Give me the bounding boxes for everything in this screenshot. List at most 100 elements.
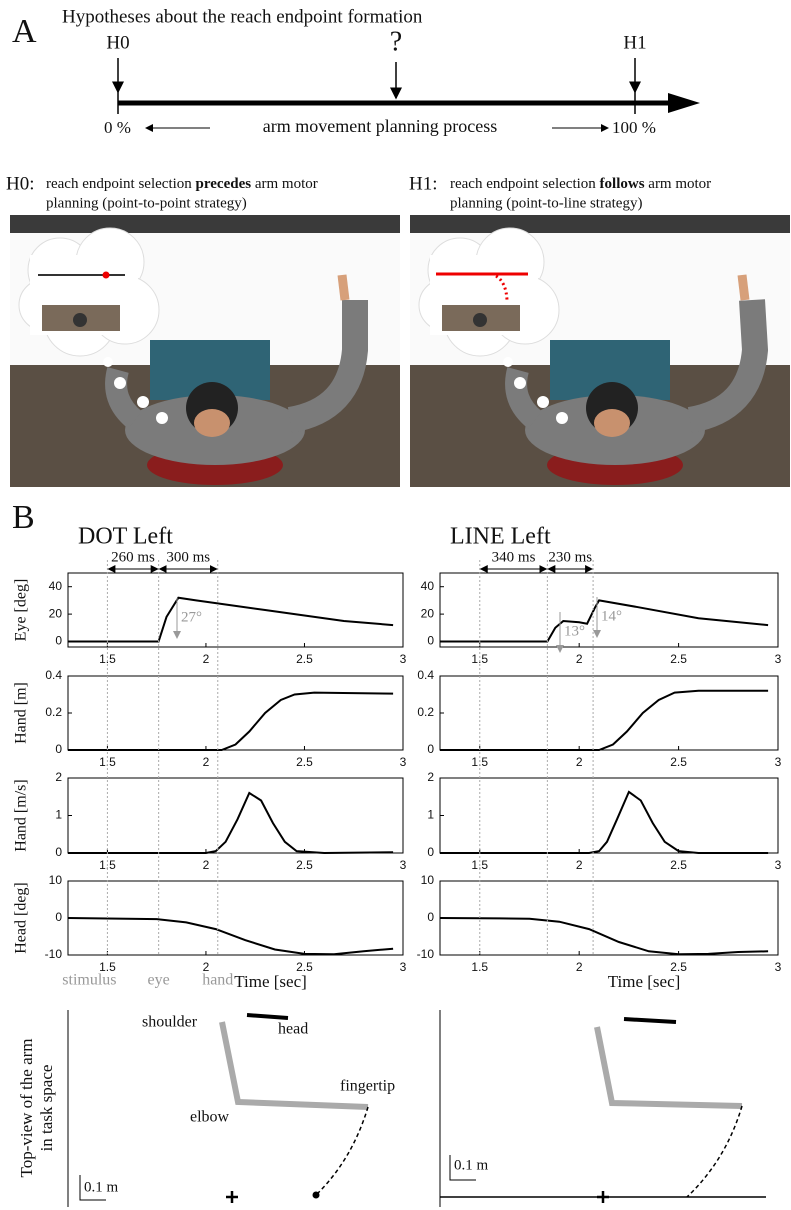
plot-frame (68, 778, 403, 853)
x-tick-label: 2.5 (296, 652, 313, 666)
arm-label: shoulder (142, 1014, 198, 1031)
hypothesis: H0: reach endpoint selection precedes ar… (6, 173, 318, 211)
column-title: DOT Left (78, 524, 173, 550)
y-tick-label: 0 (55, 845, 62, 859)
panel-label: A (12, 13, 37, 50)
interval-label: 230 ms (548, 549, 592, 565)
figure: A Hypotheses about the reach endpoint fo… (0, 0, 791, 1210)
plot-frame (68, 573, 403, 647)
y-tick-label: 0.4 (45, 668, 62, 682)
y-tick-label: 20 (421, 606, 435, 620)
emphasis: precedes (196, 176, 252, 192)
data-line (440, 792, 768, 853)
x-tick-label: 2 (576, 755, 583, 769)
y-tick-label: 1 (427, 808, 434, 822)
y-tick-label: 10 (49, 873, 63, 887)
x-tick-label: 2 (203, 755, 210, 769)
scale-label: 0.1 m (454, 1157, 489, 1173)
hypothesis: H1: reach endpoint selection follows arm… (409, 173, 711, 211)
marker-label: H1 (623, 32, 646, 53)
y-axis-label: Hand [m/s] (13, 779, 30, 851)
x-tick-label: 3 (400, 652, 407, 666)
end-label: 100 % (612, 118, 656, 137)
panel-label: B (12, 499, 35, 536)
x-tick-label: 3 (775, 652, 782, 666)
data-line (68, 598, 393, 642)
x-tick-label: 3 (400, 960, 407, 974)
x-tick-label: 2 (576, 858, 583, 872)
data-line (68, 693, 393, 750)
panel-title: Hypotheses about the reach endpoint form… (62, 6, 423, 27)
marker-label: H0 (106, 32, 129, 53)
y-tick-label: 0 (427, 910, 434, 924)
x-axis-label: Time [sec] (608, 972, 681, 991)
marker-label: ? (390, 26, 402, 57)
start-label: 0 % (104, 118, 131, 137)
x-tick-label: 3 (775, 755, 782, 769)
x-tick-label: 2.5 (670, 755, 687, 769)
angle-label: 14° (601, 608, 622, 624)
y-tick-label: 0 (55, 634, 62, 648)
x-tick-label: 2 (576, 652, 583, 666)
event-label: eye (148, 972, 170, 989)
x-tick-label: 2.5 (296, 755, 313, 769)
y-tick-label: 0 (55, 742, 62, 756)
hypothesis-text: planning (point-to-point strategy) (46, 195, 247, 211)
interval-label: 300 ms (166, 549, 210, 565)
y-tick-label: 0.4 (417, 668, 434, 682)
x-tick-label: 3 (400, 755, 407, 769)
x-tick-label: 3 (775, 960, 782, 974)
y-tick-label: 2 (427, 770, 434, 784)
column-title: LINE Left (450, 524, 551, 550)
x-tick-label: 2 (576, 960, 583, 974)
illustration (10, 215, 400, 487)
interval-label: 340 ms (492, 549, 536, 565)
plot-frame (440, 778, 778, 853)
y-tick-label: 0.2 (45, 705, 62, 719)
x-tick-label: 2 (203, 652, 210, 666)
y-axis-label: Eye [deg] (13, 579, 30, 642)
y-tick-label: 1 (55, 808, 62, 822)
y-tick-label: 10 (421, 873, 435, 887)
y-tick-label: 0 (427, 742, 434, 756)
hypothesis-label: H1: (409, 173, 438, 194)
plot-frame (68, 676, 403, 750)
y-tick-label: 0.2 (417, 705, 434, 719)
y-tick-label: -10 (45, 947, 63, 961)
x-tick-label: 2 (203, 858, 210, 872)
arm-label: head (278, 1021, 308, 1038)
y-tick-label: 40 (421, 579, 435, 593)
angle-label: 13° (564, 623, 585, 639)
x-tick-label: 2.5 (670, 652, 687, 666)
x-axis-label: Time [sec] (234, 972, 307, 991)
hypothesis-text: reach endpoint selection follows arm mot… (450, 176, 711, 192)
event-label: stimulus (62, 972, 116, 989)
y-tick-label: 2 (55, 770, 62, 784)
text: reach endpoint selection (46, 176, 196, 192)
data-line (68, 793, 393, 853)
x-tick-label: 3 (400, 858, 407, 872)
arm-right (597, 1019, 742, 1203)
angle-label: 27° (181, 609, 202, 625)
x-tick-label: 2.5 (670, 858, 687, 872)
event-label: hand (202, 972, 233, 989)
page: { "panel_a": {"label": "A", "title": "Hy… (0, 0, 791, 1210)
y-tick-label: 40 (49, 579, 63, 593)
text: reach endpoint selection (450, 176, 600, 192)
x-tick-label: 3 (775, 858, 782, 872)
scale-label: 0.1 m (84, 1179, 119, 1195)
y-tick-label: 0 (427, 845, 434, 859)
hypothesis-text: reach endpoint selection precedes arm mo… (46, 176, 318, 192)
emphasis: follows (600, 176, 645, 192)
illustration (410, 215, 790, 487)
arm-label: fingertip (340, 1078, 395, 1095)
process-label: arm movement planning process (263, 116, 497, 136)
interval-label: 260 ms (111, 549, 155, 565)
x-tick-label: 2.5 (296, 858, 313, 872)
y-tick-label: -10 (417, 947, 435, 961)
process-arrowhead (668, 93, 700, 113)
x-tick-label: 1.5 (471, 960, 488, 974)
hypothesis-text: planning (point-to-line strategy) (450, 195, 642, 211)
y-tick-label: 0 (427, 634, 434, 648)
data-line (68, 918, 393, 954)
